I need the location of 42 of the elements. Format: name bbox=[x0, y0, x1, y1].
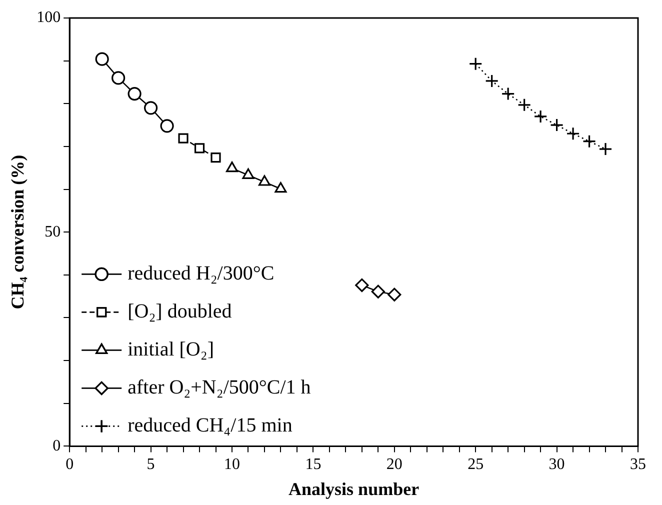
point bbox=[226, 162, 238, 172]
point bbox=[468, 57, 482, 71]
point bbox=[274, 182, 287, 193]
point bbox=[194, 143, 205, 154]
point bbox=[178, 133, 188, 144]
y-tick-label: 50 bbox=[44, 223, 61, 240]
y-tick-label: 100 bbox=[36, 9, 61, 26]
x-tick-label: 35 bbox=[630, 456, 646, 474]
x-tick-label: 30 bbox=[548, 456, 565, 474]
point bbox=[355, 278, 369, 292]
x-tick-label: 20 bbox=[386, 456, 402, 474]
y-axis-title: CH₄ conversion (%) bbox=[7, 154, 28, 310]
point bbox=[582, 134, 596, 148]
legend-label: reduced H₂/300°C bbox=[128, 262, 274, 284]
x-tick-label: 25 bbox=[468, 456, 484, 474]
point bbox=[371, 284, 385, 298]
x-tick-label: 15 bbox=[305, 456, 322, 474]
legend-label: reduced CH₄/15 min bbox=[128, 414, 292, 436]
point bbox=[485, 74, 499, 88]
legend-label: initial [O₂] bbox=[128, 338, 214, 360]
point bbox=[518, 98, 532, 112]
point bbox=[144, 101, 158, 115]
point bbox=[566, 126, 580, 140]
point bbox=[598, 142, 612, 156]
legend-label: [O₂] doubled bbox=[128, 300, 232, 322]
point bbox=[534, 110, 548, 124]
y-tick-label: 0 bbox=[52, 437, 61, 454]
point bbox=[388, 288, 402, 302]
x-tick-label: 10 bbox=[224, 456, 240, 474]
point bbox=[258, 175, 270, 186]
point bbox=[550, 118, 564, 132]
point bbox=[242, 168, 254, 179]
x-axis-title: Analysis number bbox=[288, 478, 420, 499]
x-tick-label: 5 bbox=[146, 456, 155, 474]
point bbox=[95, 52, 109, 66]
point bbox=[128, 86, 142, 101]
point bbox=[501, 86, 515, 101]
legend-label: after O₂+N₂/500°C/1 h bbox=[128, 376, 311, 398]
point bbox=[112, 71, 126, 85]
x-tick-label: 0 bbox=[66, 456, 74, 474]
point bbox=[160, 119, 174, 133]
point bbox=[210, 152, 221, 163]
